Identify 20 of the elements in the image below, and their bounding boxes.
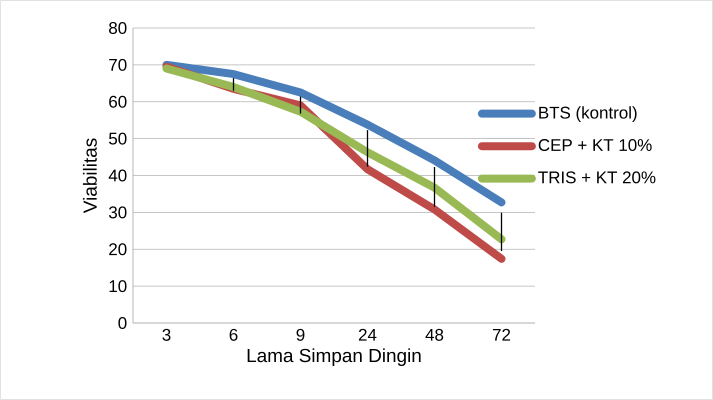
x-axis-title: Lama Simpan Dingin — [248, 348, 421, 366]
x-tick-label: 24 — [358, 328, 376, 341]
x-tick-label: 48 — [425, 328, 444, 341]
x-tick-label: 3 — [162, 328, 170, 341]
legend-label: TRIS + KT 20% — [538, 171, 656, 184]
y-axis-title: Viabilitas — [82, 138, 97, 214]
y-tick-label: 40 — [108, 170, 126, 182]
x-tick-label: 9 — [296, 328, 304, 341]
x-tick-label: 72 — [492, 328, 510, 341]
y-tick-label: 0 — [118, 317, 127, 329]
y-tick-label: 30 — [108, 206, 126, 218]
y-tick-label: 60 — [109, 96, 126, 108]
y-tick-label: 80 — [109, 22, 126, 34]
y-tick-label: 10 — [110, 280, 126, 292]
legend-label: BTS (kontrol) — [539, 106, 637, 122]
legend-label: CEP + KT 10% — [538, 139, 652, 152]
y-tick-label: 70 — [109, 58, 126, 71]
y-tick-label: 50 — [108, 132, 126, 145]
x-tick-label: 6 — [230, 328, 238, 341]
y-tick-label: 20 — [109, 243, 126, 256]
